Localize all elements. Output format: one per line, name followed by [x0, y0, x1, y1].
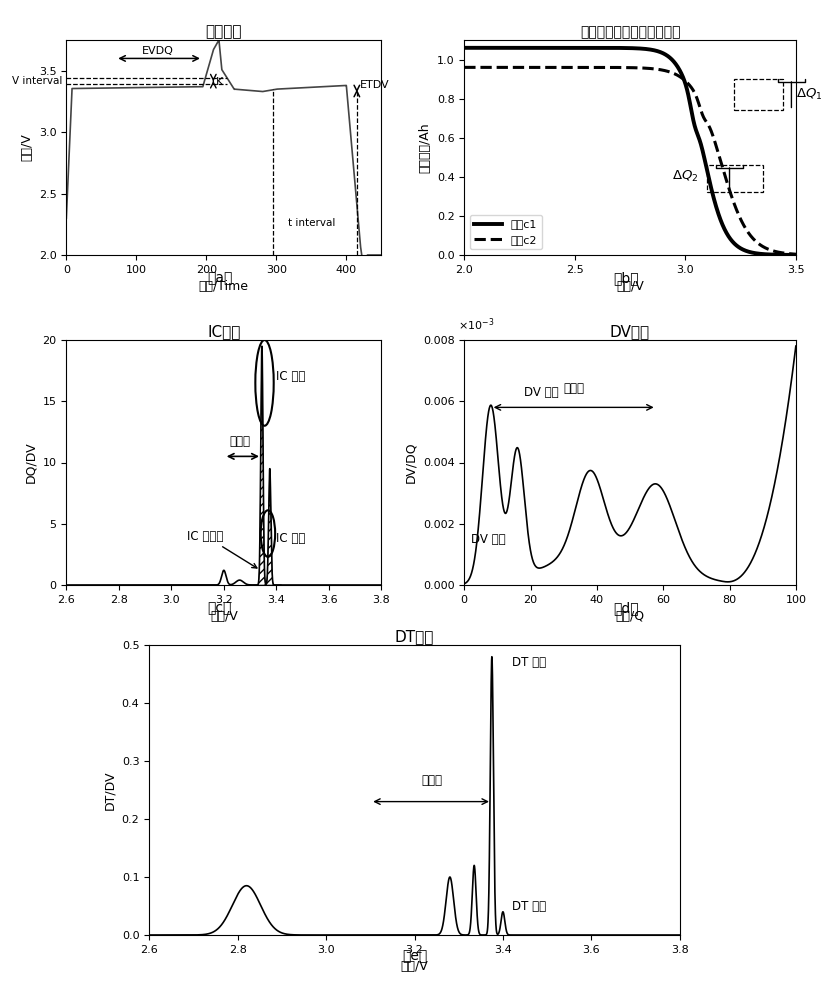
循环c2	[459, 61, 469, 73]
Text: （d）: （d）	[613, 601, 638, 615]
Text: DT 峰値: DT 峰値	[511, 656, 545, 669]
Text: IC 谷値: IC 谷値	[276, 532, 306, 545]
Text: $\Delta Q_1$: $\Delta Q_1$	[795, 87, 821, 102]
X-axis label: 电压/V: 电压/V	[209, 610, 238, 623]
Text: DV 谷値: DV 谷値	[470, 533, 505, 546]
Y-axis label: DV/DQ: DV/DQ	[404, 442, 416, 483]
Bar	[733, 79, 782, 110]
Text: V interval: V interval	[12, 76, 63, 86]
循环c2	[723, 182, 733, 194]
循环c1	[593, 42, 603, 54]
循环c1	[717, 219, 727, 231]
Text: K: K	[215, 77, 223, 87]
Text: $\times10^{-3}$: $\times10^{-3}$	[457, 316, 493, 333]
Text: EVDQ: EVDQ	[142, 46, 173, 56]
Text: DV 峰値: DV 峰値	[523, 386, 558, 399]
循环c1	[459, 42, 469, 54]
Text: 峰间距: 峰间距	[229, 435, 250, 448]
Title: DT曲线: DT曲线	[394, 629, 434, 644]
Line: 循环c2: 循环c2	[464, 67, 795, 254]
Line: 循环c1: 循环c1	[464, 48, 795, 255]
Text: （c）: （c）	[207, 601, 232, 615]
Text: t interval: t interval	[287, 218, 335, 228]
Text: ETDV: ETDV	[360, 80, 389, 90]
Y-axis label: 电压/V: 电压/V	[20, 134, 33, 161]
循环c1	[493, 42, 503, 54]
循环c2	[790, 248, 800, 260]
Legend: 循环c1, 循环c2: 循环c1, 循环c2	[469, 215, 542, 249]
Text: IC 峰値: IC 峰値	[276, 370, 306, 383]
Y-axis label: DQ/DV: DQ/DV	[24, 442, 37, 483]
Text: 峰间距: 峰间距	[421, 774, 442, 787]
循环c1	[604, 42, 614, 54]
Text: DT 谷値: DT 谷値	[511, 900, 545, 912]
Title: 不同循环电量差曲线示意图: 不同循环电量差曲线示意图	[579, 25, 680, 39]
X-axis label: 电压/V: 电压/V	[400, 960, 428, 973]
Text: （a）: （a）	[207, 271, 232, 285]
Title: IC曲线: IC曲线	[207, 324, 240, 339]
X-axis label: 电量/Q: 电量/Q	[614, 610, 644, 623]
循环c1	[790, 249, 800, 261]
Title: 电压曲线: 电压曲线	[205, 24, 242, 39]
Text: IC 峰面积: IC 峰面积	[187, 530, 257, 568]
Text: （b）: （b）	[613, 271, 638, 285]
Bar	[706, 165, 762, 192]
Text: $\Delta Q_2$: $\Delta Q_2$	[672, 169, 698, 184]
Y-axis label: 放电容量/Ah: 放电容量/Ah	[417, 122, 431, 173]
循环c1	[686, 108, 696, 120]
Y-axis label: DT/DV: DT/DV	[103, 770, 116, 810]
循环c2	[717, 162, 727, 174]
Text: （e）: （e）	[402, 949, 426, 963]
循环c2	[493, 61, 503, 73]
循环c2	[686, 82, 696, 94]
Text: 峰间距: 峰间距	[562, 382, 584, 395]
Title: DV曲线: DV曲线	[609, 324, 649, 339]
循环c1	[723, 231, 733, 243]
X-axis label: 时间/Time: 时间/Time	[199, 280, 248, 293]
循环c2	[593, 61, 603, 73]
循环c2	[604, 61, 614, 73]
X-axis label: 电压/V: 电压/V	[615, 280, 643, 293]
